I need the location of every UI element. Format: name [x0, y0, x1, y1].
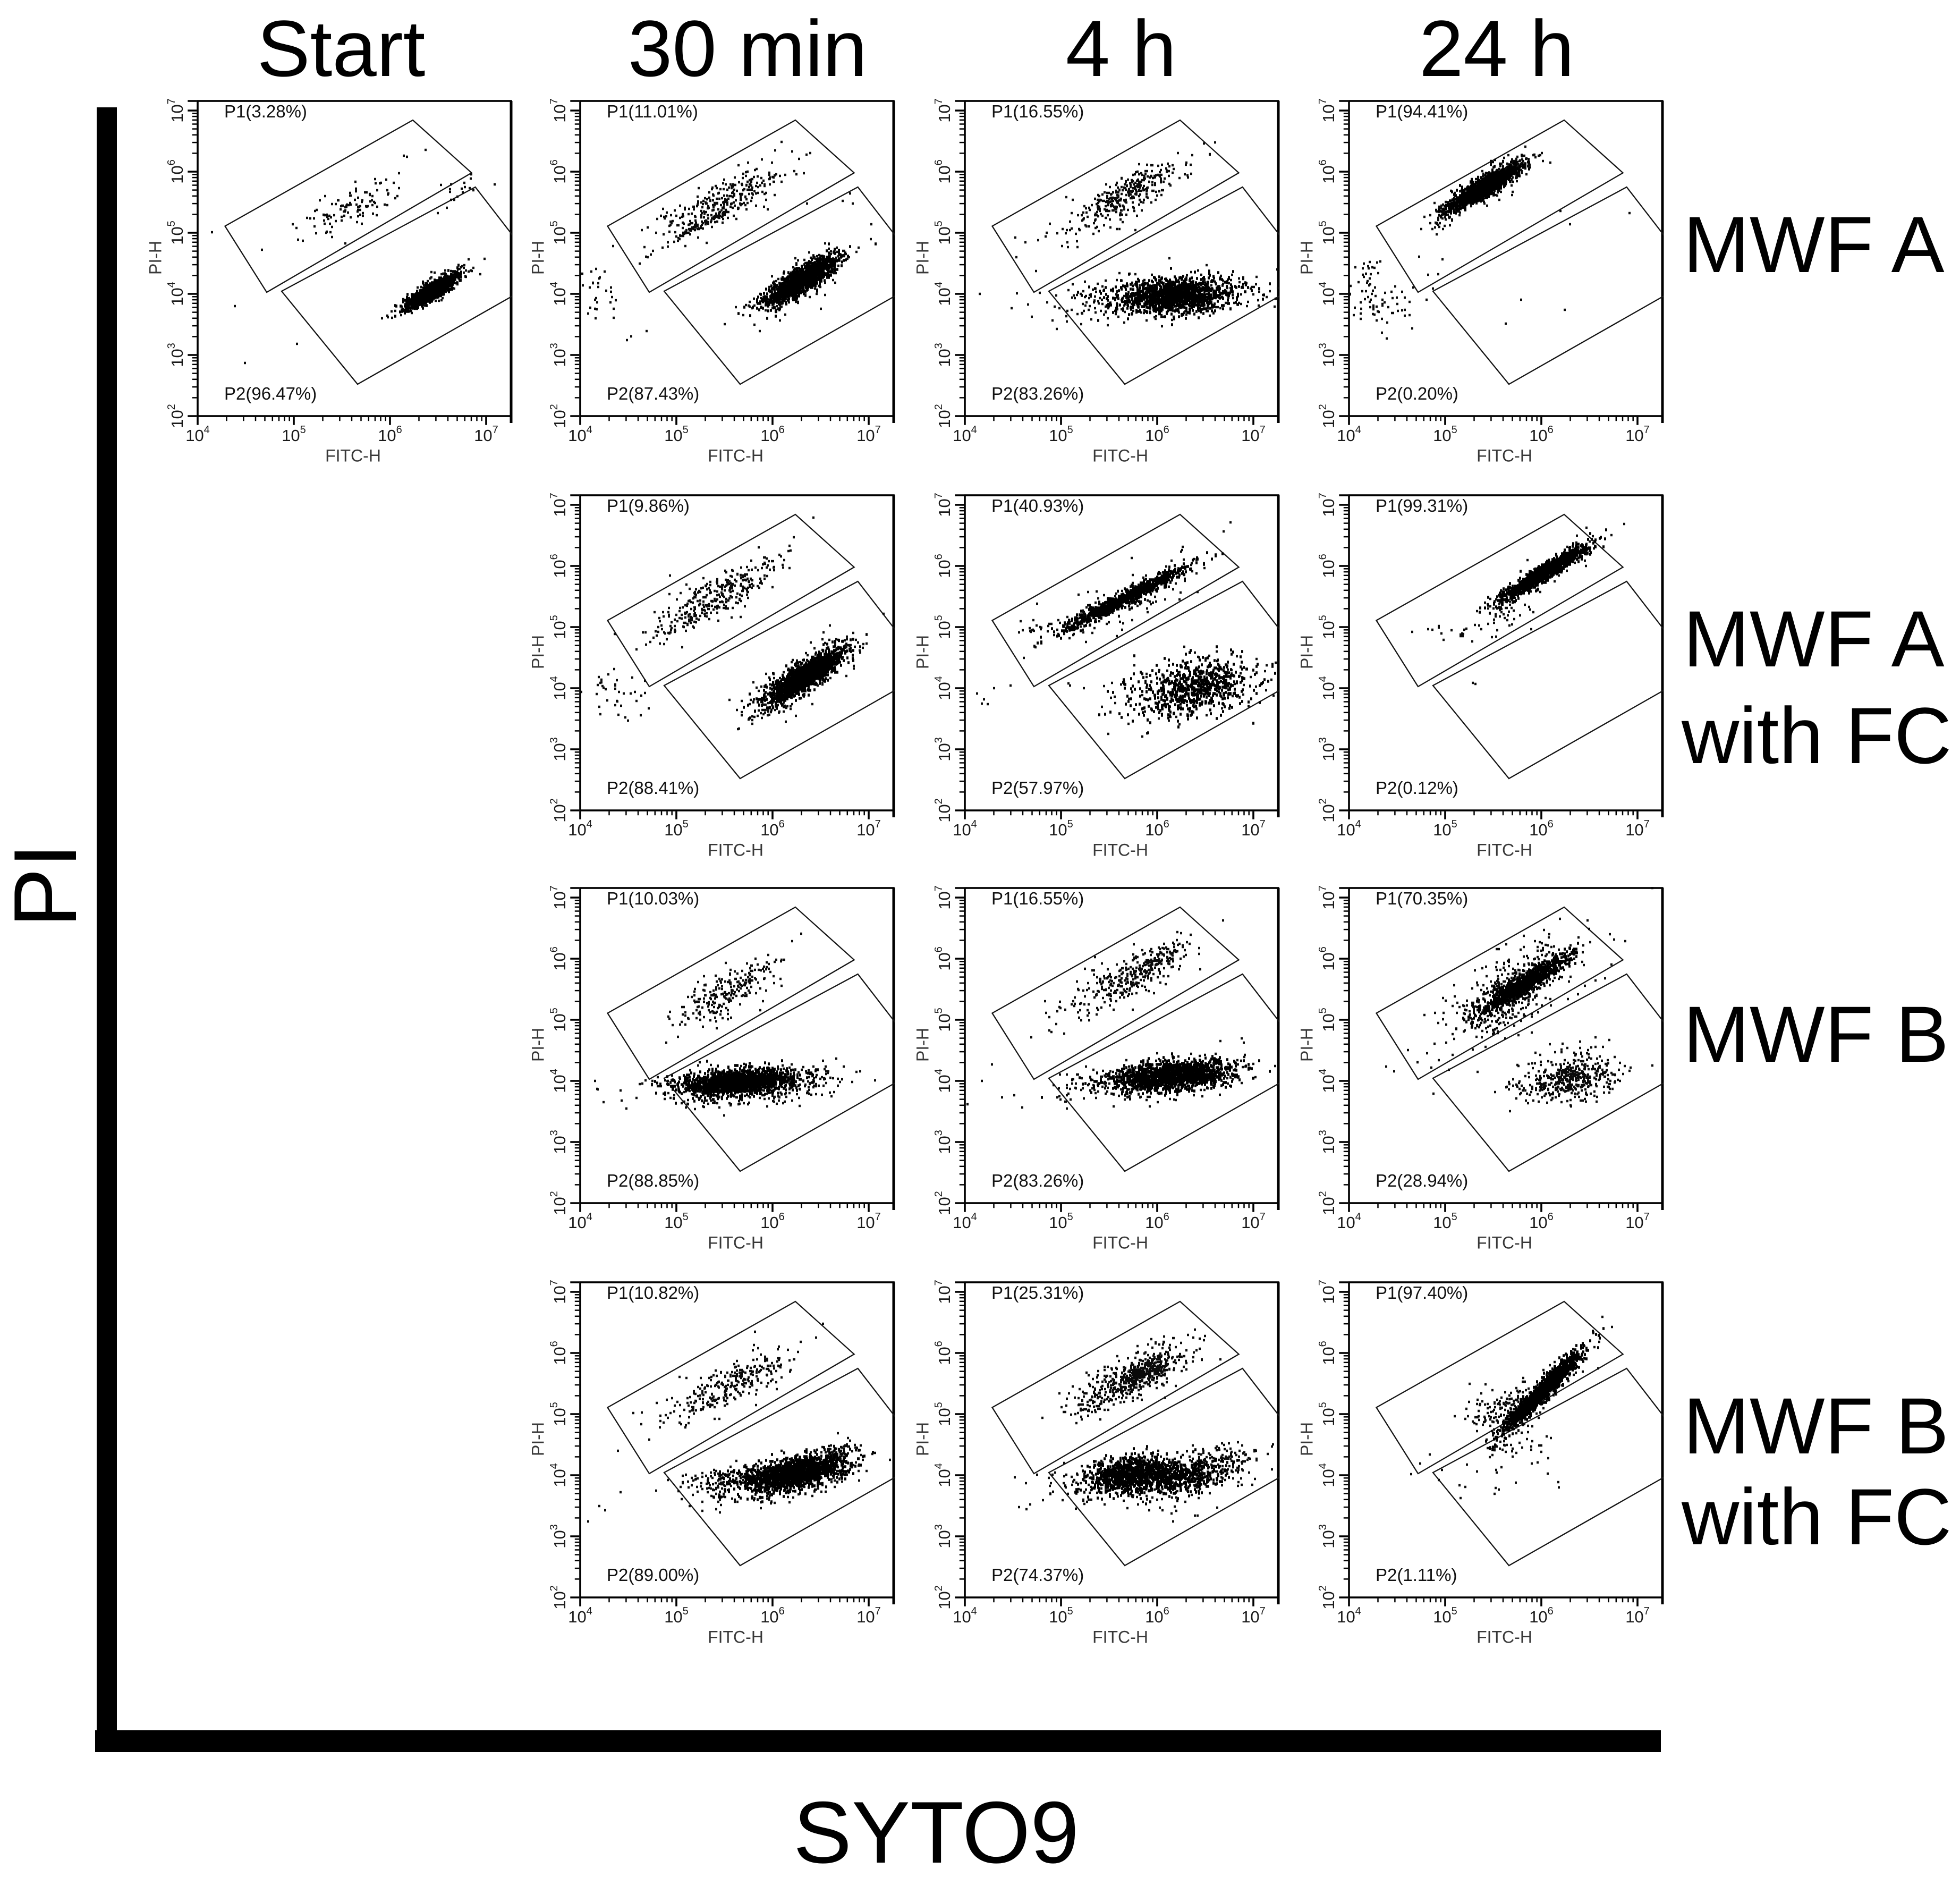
svg-text:P1(94.41%): P1(94.41%)	[1376, 102, 1468, 121]
svg-text:105: 105	[933, 1402, 954, 1426]
svg-text:MWF B: MWF B	[1683, 989, 1949, 1079]
svg-text:P1(16.55%): P1(16.55%)	[991, 889, 1084, 908]
svg-text:P2(0.20%): P2(0.20%)	[1376, 384, 1458, 403]
svg-text:FITC-H: FITC-H	[708, 841, 763, 860]
svg-text:P2(57.97%): P2(57.97%)	[991, 778, 1084, 798]
svg-text:FITC-H: FITC-H	[708, 446, 763, 466]
svg-text:30 min: 30 min	[628, 4, 867, 93]
svg-text:PI-H: PI-H	[146, 241, 165, 275]
svg-text:PI-H: PI-H	[913, 1422, 932, 1456]
svg-text:MWF B: MWF B	[1683, 1381, 1949, 1470]
svg-text:PI-H: PI-H	[529, 1422, 548, 1456]
svg-text:P2(28.94%): P2(28.94%)	[1376, 1171, 1468, 1190]
svg-text:FITC-H: FITC-H	[1477, 841, 1532, 860]
svg-text:FITC-H: FITC-H	[1477, 1233, 1532, 1253]
svg-text:107: 107	[1241, 818, 1266, 839]
svg-text:with FC: with FC	[1681, 691, 1951, 780]
svg-text:FITC-H: FITC-H	[708, 1233, 763, 1253]
svg-text:P1(16.55%): P1(16.55%)	[991, 102, 1084, 121]
svg-text:P1(10.03%): P1(10.03%)	[607, 889, 699, 908]
svg-text:107: 107	[856, 1605, 881, 1626]
svg-text:PI-H: PI-H	[913, 1028, 932, 1062]
svg-text:P2(88.41%): P2(88.41%)	[607, 778, 699, 798]
svg-text:P2(87.43%): P2(87.43%)	[607, 384, 699, 403]
svg-text:MWF A: MWF A	[1683, 594, 1945, 683]
svg-text:FITC-H: FITC-H	[1092, 841, 1148, 860]
svg-text:PI-H: PI-H	[1297, 241, 1317, 275]
svg-text:PI-H: PI-H	[529, 241, 548, 275]
svg-text:FITC-H: FITC-H	[325, 446, 381, 466]
svg-text:107: 107	[1241, 424, 1266, 445]
svg-text:P1(11.01%): P1(11.01%)	[607, 102, 698, 121]
svg-text:P2(0.12%): P2(0.12%)	[1376, 778, 1458, 798]
svg-text:PI-H: PI-H	[1297, 1422, 1317, 1456]
svg-text:P2(83.26%): P2(83.26%)	[991, 384, 1084, 403]
svg-text:P1(70.35%): P1(70.35%)	[1376, 889, 1468, 908]
svg-text:P1(25.31%): P1(25.31%)	[991, 1283, 1084, 1303]
svg-text:SYTO9: SYTO9	[793, 1783, 1079, 1881]
svg-text:FITC-H: FITC-H	[1092, 1628, 1148, 1647]
svg-text:PI-H: PI-H	[913, 241, 932, 275]
svg-text:PI-H: PI-H	[529, 1028, 548, 1062]
svg-text:106: 106	[1529, 424, 1554, 445]
svg-text:P1(99.31%): P1(99.31%)	[1376, 496, 1468, 515]
svg-text:P1(97.40%): P1(97.40%)	[1376, 1283, 1468, 1303]
svg-text:P2(89.00%): P2(89.00%)	[607, 1565, 699, 1585]
svg-text:P1(3.28%): P1(3.28%)	[224, 102, 307, 121]
svg-text:FITC-H: FITC-H	[708, 1628, 763, 1647]
svg-text:P2(88.85%): P2(88.85%)	[607, 1171, 699, 1190]
svg-text:with FC: with FC	[1681, 1472, 1951, 1561]
svg-text:MWF A: MWF A	[1683, 200, 1945, 289]
svg-text:102: 102	[1317, 1191, 1338, 1215]
svg-text:P1(9.86%): P1(9.86%)	[607, 496, 690, 515]
svg-text:P2(1.11%): P2(1.11%)	[1376, 1565, 1457, 1585]
svg-text:FITC-H: FITC-H	[1477, 446, 1532, 466]
svg-text:24 h: 24 h	[1419, 4, 1574, 93]
svg-text:PI-H: PI-H	[1297, 635, 1317, 669]
svg-text:106: 106	[548, 1341, 569, 1365]
svg-text:PI: PI	[0, 843, 95, 928]
svg-text:P2(74.37%): P2(74.37%)	[991, 1565, 1084, 1585]
svg-text:PI-H: PI-H	[1297, 1028, 1317, 1062]
svg-text:PI-H: PI-H	[913, 635, 932, 669]
svg-text:P1(40.93%): P1(40.93%)	[991, 496, 1084, 515]
svg-text:FITC-H: FITC-H	[1092, 1233, 1148, 1253]
svg-text:Start: Start	[257, 4, 426, 93]
svg-text:FITC-H: FITC-H	[1092, 446, 1148, 466]
svg-text:P2(83.26%): P2(83.26%)	[991, 1171, 1084, 1190]
svg-text:P1(10.82%): P1(10.82%)	[607, 1283, 699, 1303]
svg-text:105: 105	[548, 615, 569, 639]
svg-text:4 h: 4 h	[1066, 4, 1177, 93]
svg-text:P2(96.47%): P2(96.47%)	[224, 384, 317, 403]
svg-text:104: 104	[953, 1605, 977, 1626]
svg-text:107: 107	[548, 885, 569, 910]
svg-text:FITC-H: FITC-H	[1477, 1628, 1532, 1647]
svg-text:PI-H: PI-H	[529, 635, 548, 669]
